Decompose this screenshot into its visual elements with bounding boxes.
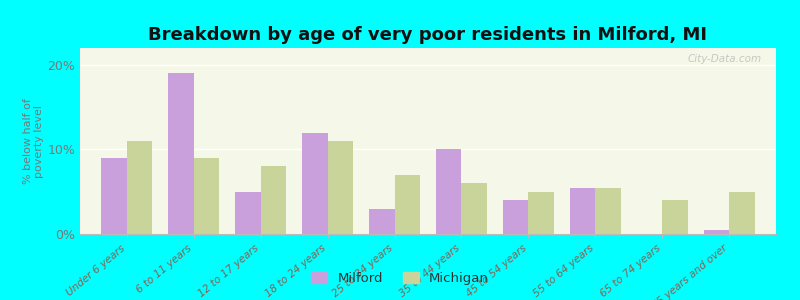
Bar bbox=[729, 192, 754, 234]
Bar bbox=[235, 192, 261, 234]
Bar bbox=[302, 133, 328, 234]
Bar bbox=[528, 192, 554, 234]
Bar bbox=[194, 158, 219, 234]
Bar bbox=[127, 141, 152, 234]
Bar bbox=[436, 149, 462, 234]
Bar bbox=[369, 208, 394, 234]
Text: City-Data.com: City-Data.com bbox=[688, 54, 762, 64]
Bar bbox=[102, 158, 127, 234]
Bar bbox=[168, 74, 194, 234]
Bar bbox=[328, 141, 353, 234]
Title: Breakdown by age of very poor residents in Milford, MI: Breakdown by age of very poor residents … bbox=[149, 26, 707, 44]
Legend: Milford, Michigan: Milford, Michigan bbox=[306, 267, 494, 290]
Bar bbox=[570, 188, 595, 234]
Bar bbox=[394, 175, 420, 234]
Bar bbox=[503, 200, 528, 234]
Y-axis label: % below half of
poverty level: % below half of poverty level bbox=[23, 98, 45, 184]
Bar bbox=[462, 183, 487, 234]
Bar bbox=[704, 230, 729, 234]
Bar bbox=[662, 200, 688, 234]
Bar bbox=[261, 167, 286, 234]
Bar bbox=[595, 188, 621, 234]
